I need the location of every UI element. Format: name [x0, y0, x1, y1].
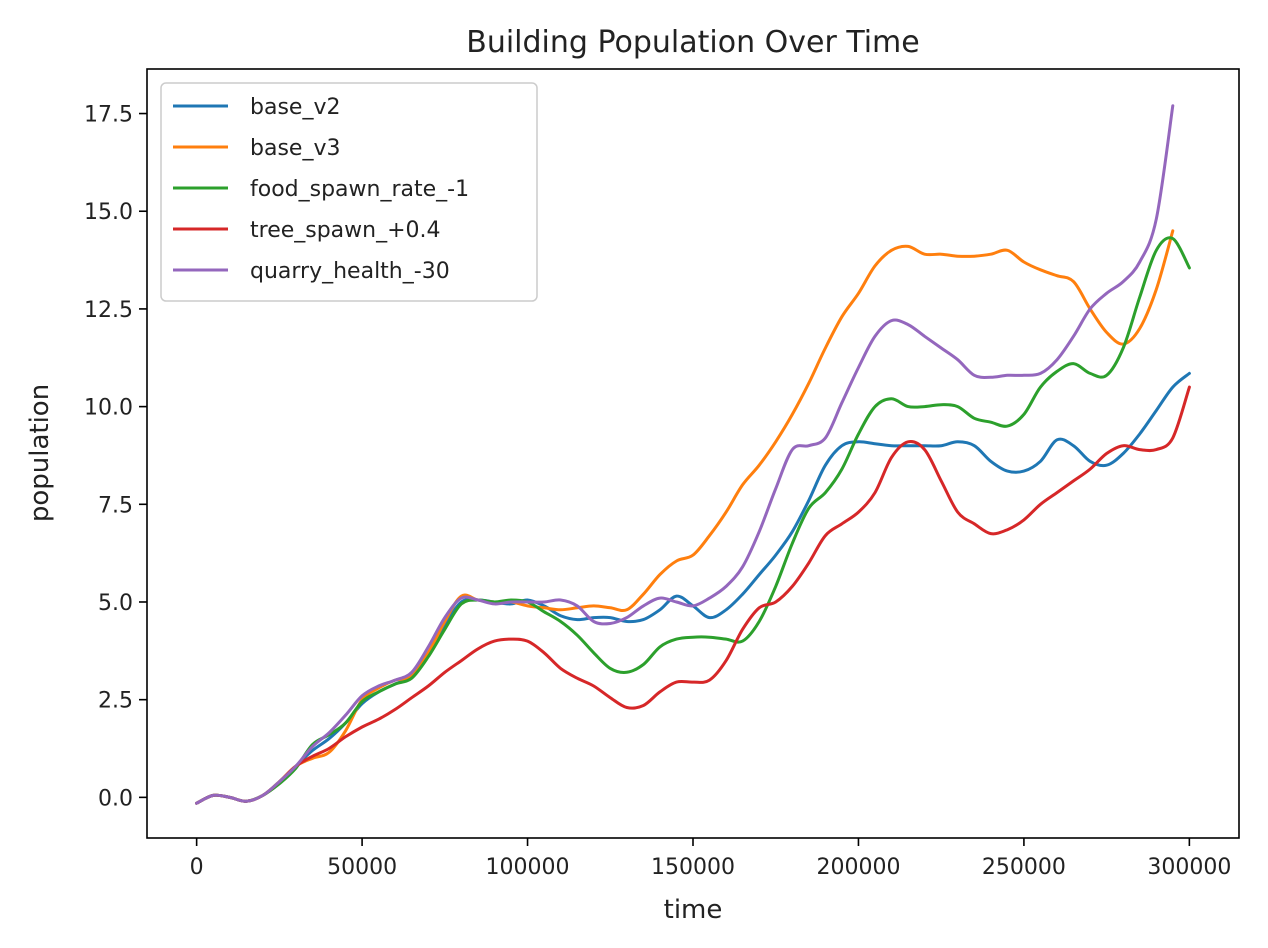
x-tick-label: 100000	[486, 855, 570, 880]
legend-label: base_v2	[250, 95, 340, 120]
y-tick-label: 12.5	[84, 298, 133, 323]
y-tick-label: 2.5	[98, 689, 133, 714]
y-tick-label: 17.5	[84, 103, 133, 128]
x-tick-label: 50000	[327, 855, 397, 880]
series-line-0	[195, 371, 1191, 805]
y-tick-label: 0.0	[98, 786, 133, 811]
legend-label: tree_spawn_+0.4	[250, 218, 441, 243]
legend-label: quarry_health_-30	[250, 259, 450, 284]
y-tick-label: 5.0	[98, 591, 133, 616]
x-tick-label: 250000	[982, 855, 1066, 880]
legend: base_v2 base_v3 food_spawn_rate_-1 tree_spa…	[160, 82, 538, 302]
x-tick-label: 300000	[1147, 855, 1231, 880]
series-line-4	[195, 104, 1175, 805]
y-tick-label: 15.0	[84, 200, 133, 225]
x-tick-label: 0	[190, 855, 204, 880]
legend-box	[160, 82, 538, 302]
series-line-2	[195, 236, 1191, 805]
chart-title: Building Population Over Time	[466, 25, 920, 60]
x-tick-label: 200000	[816, 855, 900, 880]
legend-label: food_spawn_rate_-1	[250, 177, 469, 202]
series-line-3	[195, 385, 1191, 805]
axis-ticks: 0 50000 100000 150000 200000 250000 300000 0.0 2…	[84, 103, 1231, 880]
series-lines	[195, 104, 1191, 805]
x-tick-label: 150000	[651, 855, 735, 880]
y-tick-label: 10.0	[84, 396, 133, 421]
legend-label: base_v3	[250, 136, 340, 161]
x-axis-label: time	[664, 895, 723, 925]
y-tick-label: 7.5	[98, 493, 133, 518]
y-axis-label: population	[25, 384, 55, 522]
